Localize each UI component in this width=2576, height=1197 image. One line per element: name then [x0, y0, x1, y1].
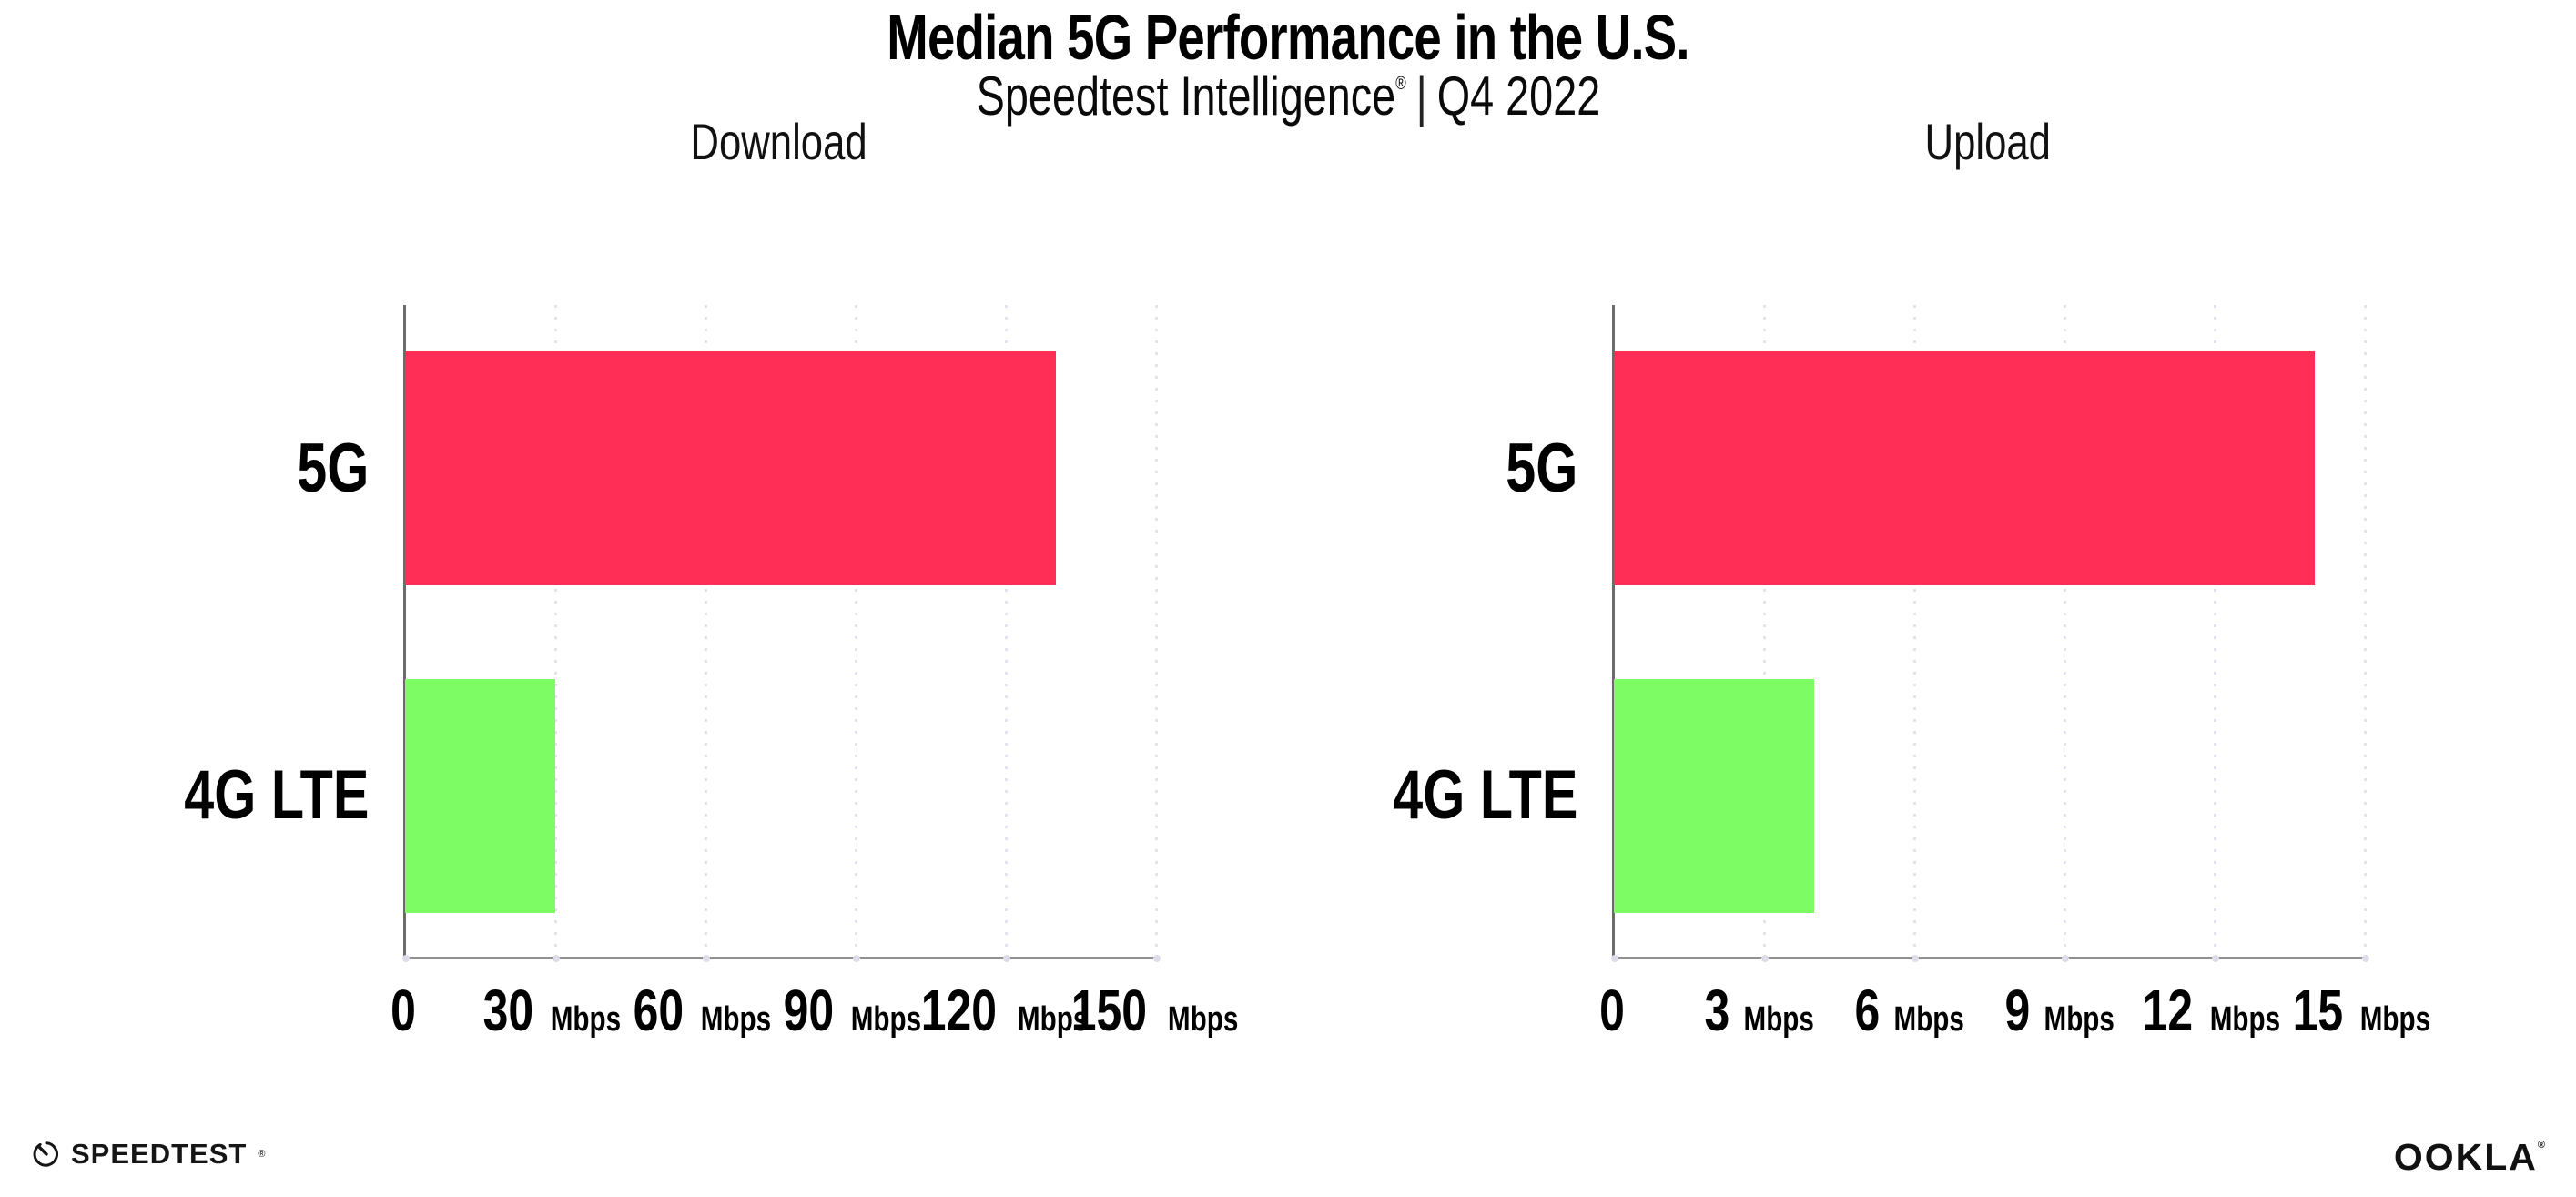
- registered-mark: ®: [1394, 74, 1406, 94]
- x-tick-value: 120: [920, 978, 998, 1043]
- tick-mark: [2062, 955, 2069, 962]
- tick-mark: [2212, 955, 2219, 962]
- x-tick-unit: Mbps: [1017, 1000, 1089, 1039]
- x-tick-unit: Mbps: [1893, 1000, 1964, 1039]
- category-label-text: 5G: [1505, 429, 1577, 507]
- x-tick-value: 30: [482, 978, 534, 1043]
- subtitle-divider: |: [1415, 66, 1427, 127]
- x-tick-value: 12: [2142, 978, 2194, 1043]
- page-title: Median 5G Performance in the U.S.: [0, 5, 2576, 69]
- x-tick-unit: Mbps: [2044, 1000, 2115, 1039]
- x-tick-label: 90 Mbps: [776, 981, 931, 1040]
- tick-mark: [703, 955, 710, 962]
- x-tick-unit: Mbps: [2209, 1000, 2281, 1039]
- tick-mark: [553, 955, 560, 962]
- category-label-5g: 5G: [1486, 351, 1577, 585]
- gridline: [1155, 305, 1158, 957]
- gridline: [1913, 305, 1916, 957]
- x-tick-value: 15: [2292, 978, 2344, 1043]
- x-tick-value: 0: [1599, 978, 1625, 1043]
- tick-mark: [1003, 955, 1010, 962]
- ookla-registered-mark: ®: [2537, 1140, 2547, 1151]
- x-tick-label: 60 Mbps: [626, 981, 781, 1040]
- x-tick-value: 150: [1070, 978, 1148, 1043]
- x-tick-unit: Mbps: [850, 1000, 922, 1039]
- x-tick-value: 9: [2004, 978, 2031, 1043]
- tick-mark: [853, 955, 860, 962]
- gridline: [1005, 305, 1008, 957]
- x-tick-value: 6: [1854, 978, 1881, 1043]
- bar-5g: [1614, 351, 2315, 586]
- gridline: [1763, 305, 1766, 957]
- category-label-text: 4G LTE: [1392, 756, 1577, 835]
- x-tick-label: 30 Mbps: [476, 981, 631, 1040]
- gridline: [2364, 305, 2367, 957]
- gridline: [705, 305, 707, 957]
- x-tick-label: 12 Mbps: [2135, 981, 2290, 1040]
- tick-mark: [1611, 955, 1618, 962]
- x-tick-value: 60: [633, 978, 685, 1043]
- tick-mark: [2362, 955, 2369, 962]
- upload-chart-title: Upload: [1612, 117, 2363, 167]
- speedtest-gauge-icon: [33, 1141, 58, 1167]
- x-tick-unit: Mbps: [700, 1000, 772, 1039]
- page-subtitle: Speedtest Intelligence® | Q4 2022: [0, 69, 2576, 124]
- speedtest-logo-text: SPEEDTEST: [71, 1138, 248, 1170]
- x-tick-value: 0: [390, 978, 416, 1043]
- x-tick-label: 120 Mbps: [910, 981, 1098, 1040]
- tick-mark: [1153, 955, 1161, 962]
- gridline: [855, 305, 857, 957]
- category-label-4g-lte: 4G LTE: [1341, 679, 1577, 913]
- speedtest-logo: SPEEDTEST ®: [33, 1138, 265, 1171]
- upload-chart-title-text: Upload: [1924, 113, 2051, 170]
- category-label-5g: 5G: [277, 351, 369, 585]
- x-tick-unit: Mbps: [550, 1000, 622, 1039]
- download-plot-area: [402, 305, 1161, 962]
- tick-mark: [402, 955, 410, 962]
- category-label-4g-lte: 4G LTE: [132, 679, 369, 913]
- x-tick-label: 0: [387, 981, 420, 1040]
- speedtest-registered-mark: ®: [258, 1149, 266, 1160]
- page-subtitle-text: Speedtest Intelligence® | Q4 2022: [976, 69, 1600, 124]
- upload-plot-area: [1611, 305, 2369, 962]
- category-label-text: 4G LTE: [183, 756, 369, 835]
- subtitle-period: Q4 2022: [1436, 66, 1600, 127]
- x-tick-label: 9 Mbps: [2002, 981, 2125, 1040]
- tick-mark: [1912, 955, 1919, 962]
- bar-4g-lte: [405, 678, 555, 913]
- ookla-logo-text: OOKLA: [2393, 1136, 2538, 1178]
- download-chart-title: Download: [403, 117, 1154, 167]
- x-tick-label: 3 Mbps: [1701, 981, 1824, 1040]
- subtitle-brand: Speedtest Intelligence: [976, 66, 1395, 127]
- x-tick-label: 150 Mbps: [1060, 981, 1248, 1040]
- x-tick-label: 0: [1596, 981, 1628, 1040]
- x-tick-label: 6 Mbps: [1851, 981, 1974, 1040]
- gridline: [554, 305, 557, 957]
- download-chart-title-text: Download: [690, 113, 867, 170]
- gridline: [2214, 305, 2216, 957]
- x-tick-unit: Mbps: [1167, 1000, 1239, 1039]
- x-tick-value: 90: [783, 978, 835, 1043]
- bar-4g-lte: [1614, 678, 1814, 913]
- x-tick-unit: Mbps: [1743, 1000, 1814, 1039]
- tick-mark: [1761, 955, 1769, 962]
- gridline: [2064, 305, 2066, 957]
- page-title-text: Median 5G Performance in the U.S.: [887, 2, 1689, 73]
- x-tick-label: 15 Mbps: [2286, 981, 2440, 1040]
- category-label-text: 5G: [296, 429, 369, 507]
- x-tick-value: 3: [1704, 978, 1730, 1043]
- bar-5g: [405, 351, 1056, 586]
- ookla-logo: OOKLA®: [2394, 1136, 2547, 1179]
- x-tick-unit: Mbps: [2359, 1000, 2431, 1039]
